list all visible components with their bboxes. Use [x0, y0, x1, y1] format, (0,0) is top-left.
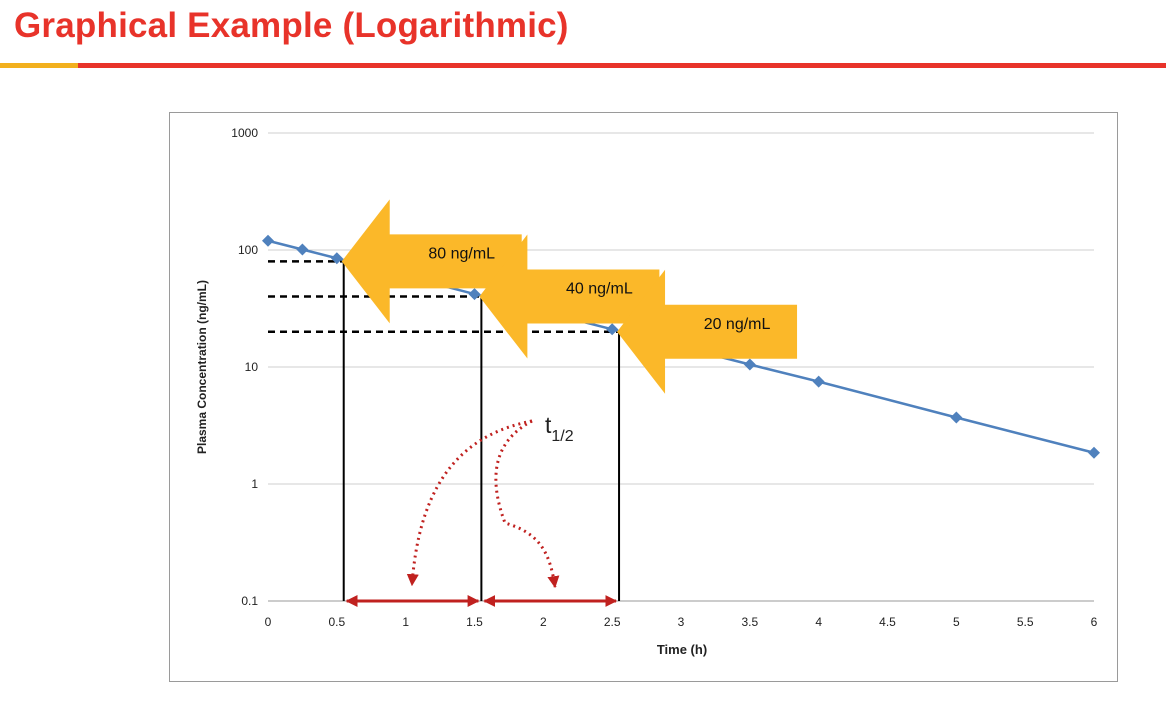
data-point — [1088, 446, 1100, 459]
x-tick-label: 5 — [953, 615, 960, 629]
chart-svg: 0.1 1 10 100 1000 0 0.5 1 1.5 2 2.5 3 3.5 4 4.5 5 5.5 6 8… — [195, 126, 1100, 657]
y-tick-label: 0.1 — [241, 594, 258, 608]
x-tick-label: 2 — [540, 615, 547, 629]
half-life-label-main: t — [545, 412, 552, 438]
x-tick-label: 4 — [815, 615, 822, 629]
concentration-callout-arrow — [479, 234, 660, 359]
y-tick-label: 100 — [238, 243, 258, 257]
x-tick-label: 5.5 — [1017, 615, 1034, 629]
x-tick-label: 3 — [678, 615, 685, 629]
data-point — [330, 252, 343, 265]
data-point — [262, 234, 274, 247]
data-point — [468, 288, 481, 301]
data-point — [296, 243, 309, 256]
y-tick-label: 1000 — [231, 126, 258, 140]
data-point — [606, 323, 619, 336]
half-life-pointer — [494, 419, 560, 589]
data-point — [743, 358, 756, 371]
title-rule — [78, 63, 1166, 68]
callout-label: 40 ng/mL — [566, 281, 633, 298]
y-tick-label: 1 — [251, 477, 258, 491]
concentration-callout-arrow — [617, 269, 798, 394]
x-tick-label: 2.5 — [604, 615, 621, 629]
concentration-callout-arrow — [341, 199, 522, 324]
y-axis-title: Plasma Concentration (ng/mL) — [195, 280, 209, 454]
x-tick-label: 6 — [1091, 615, 1098, 629]
chart-frame: 0.1 1 10 100 1000 0 0.5 1 1.5 2 2.5 3 3.5 4 4.5 5 5.5 6 8… — [169, 112, 1118, 682]
data-point — [812, 375, 825, 388]
half-life-label: t1/2 — [545, 412, 574, 445]
x-tick-label: 1 — [402, 615, 409, 629]
callout-label: 80 ng/mL — [428, 245, 495, 262]
data-point — [950, 411, 963, 424]
x-axis-title: Time (h) — [657, 642, 707, 657]
title-rule-accent — [0, 63, 78, 68]
half-life-pointer — [406, 419, 533, 587]
half-life-label-subscript: 1/2 — [551, 428, 573, 445]
x-tick-label: 0 — [265, 615, 272, 629]
x-tick-label: 1.5 — [466, 615, 483, 629]
callout-label: 20 ng/mL — [704, 316, 771, 333]
x-tick-label: 0.5 — [328, 615, 345, 629]
x-tick-label: 4.5 — [879, 615, 896, 629]
slide-title: Graphical Example (Logarithmic) — [14, 6, 569, 45]
y-tick-label: 10 — [245, 360, 259, 374]
x-tick-label: 3.5 — [741, 615, 758, 629]
